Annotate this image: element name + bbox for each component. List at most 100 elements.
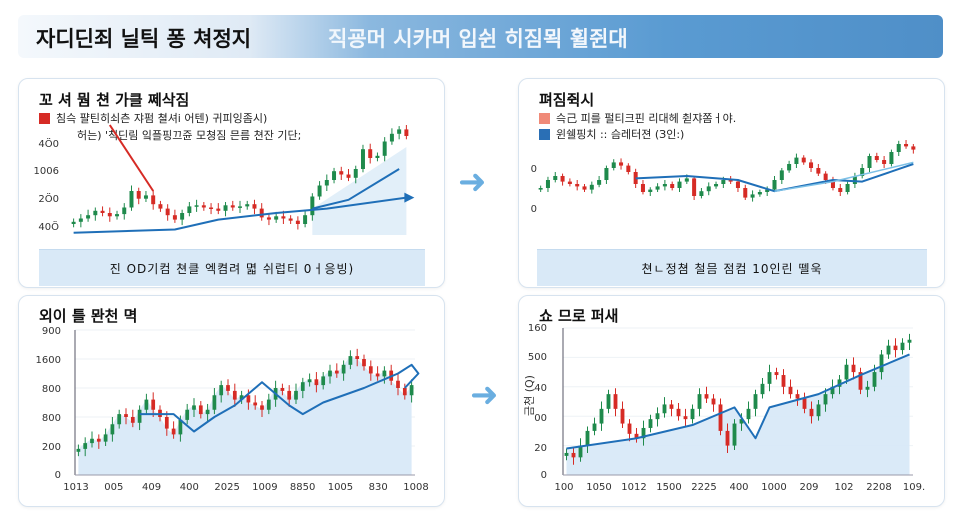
candle	[564, 448, 569, 461]
candle	[860, 164, 865, 179]
page-header: 자디딘죄 닐틱 퐁 쳐정지 직굥머 시카머 입쉰 히짐뫽 휠쥔대	[18, 15, 943, 58]
x-tick: 8850	[289, 482, 316, 493]
candle-body	[287, 390, 292, 400]
candlestick-chart	[71, 124, 415, 235]
y-tick: 160	[527, 323, 547, 334]
candle-body	[879, 354, 884, 373]
x-tick: 109.	[902, 482, 926, 493]
candle	[571, 447, 576, 465]
y-tick: 20	[534, 443, 547, 454]
candle	[619, 158, 624, 170]
candle	[882, 156, 887, 168]
x-tick: 830	[368, 482, 388, 493]
candle	[294, 383, 298, 404]
x-tick: 1013	[63, 482, 89, 493]
candle	[339, 166, 344, 180]
candle-body	[711, 398, 716, 405]
candle-body	[851, 364, 856, 373]
candle-body	[627, 423, 632, 434]
candle-body	[772, 180, 777, 190]
candle	[164, 411, 169, 436]
candle	[545, 176, 550, 192]
candle	[699, 188, 704, 199]
candle	[130, 409, 135, 428]
candle	[669, 400, 674, 417]
candle	[809, 159, 814, 172]
candle-body	[606, 394, 611, 409]
legend-swatch	[39, 112, 50, 124]
candle-body	[611, 162, 616, 168]
candle-body	[753, 394, 758, 409]
candle-body	[760, 383, 765, 395]
candle	[787, 160, 792, 173]
area-fill	[566, 354, 910, 475]
candle-body	[187, 206, 192, 213]
candle-body	[732, 423, 737, 446]
candle-body	[103, 434, 108, 442]
x-tick: 400	[179, 482, 199, 493]
candle	[781, 369, 786, 395]
candle	[103, 428, 108, 446]
area-fill	[312, 147, 407, 235]
candle-body	[107, 213, 112, 217]
x-tick: 409	[142, 482, 162, 493]
candle-body	[198, 405, 203, 415]
candle	[201, 202, 206, 211]
candle-body	[728, 180, 733, 182]
candle	[538, 185, 543, 192]
area-fill	[78, 356, 412, 475]
candle	[794, 153, 799, 168]
candle-body	[151, 399, 156, 410]
candle-body	[578, 445, 583, 458]
candle-body	[613, 394, 618, 409]
candle	[129, 185, 134, 211]
candle-body	[71, 221, 76, 224]
candle-body	[324, 180, 329, 186]
candle-body	[604, 168, 609, 180]
candle-body	[626, 165, 631, 172]
y-tick: 40Ö	[38, 222, 59, 233]
candle-body	[597, 180, 602, 185]
candle	[718, 398, 723, 436]
candle-body	[801, 157, 806, 163]
candle	[911, 144, 916, 154]
candle-body	[893, 345, 898, 351]
candle	[266, 393, 271, 415]
candle-body	[164, 417, 169, 429]
candle	[223, 202, 228, 217]
candle	[259, 203, 264, 221]
candle	[86, 209, 91, 222]
candle-body	[858, 372, 863, 390]
candle	[324, 174, 329, 191]
candle	[589, 181, 594, 194]
candle	[368, 360, 373, 381]
candle	[874, 152, 879, 163]
candle	[893, 338, 898, 358]
candle-body	[690, 408, 695, 420]
candle	[823, 388, 828, 412]
y-tick: 900	[41, 326, 61, 337]
candle	[226, 379, 230, 396]
candle-body	[788, 386, 793, 395]
candle-body	[115, 214, 120, 217]
candle-body	[259, 208, 264, 218]
candle-body	[382, 370, 387, 377]
legend-item: 슥己 피를 펄티크핀 리대헤 췯쟈쫌ㅓ야.	[539, 110, 736, 126]
legend-label: 윈쉘핑치 :: 슴레터젼 (З인:)	[556, 128, 685, 141]
trend-line	[566, 353, 910, 450]
candle	[772, 176, 777, 192]
candle	[260, 401, 264, 417]
candle-body	[124, 414, 128, 417]
candle	[245, 200, 250, 210]
candle-body	[171, 428, 176, 435]
candle-body	[904, 144, 909, 147]
y-axis-label: 금쳔 (Q)	[523, 375, 536, 416]
candle-body	[714, 184, 719, 187]
candle-body	[676, 408, 681, 417]
candle	[117, 409, 122, 429]
candle-body	[232, 390, 237, 400]
candle	[845, 181, 850, 195]
candle	[295, 216, 300, 230]
candle	[844, 358, 849, 384]
candle-body	[307, 379, 312, 383]
